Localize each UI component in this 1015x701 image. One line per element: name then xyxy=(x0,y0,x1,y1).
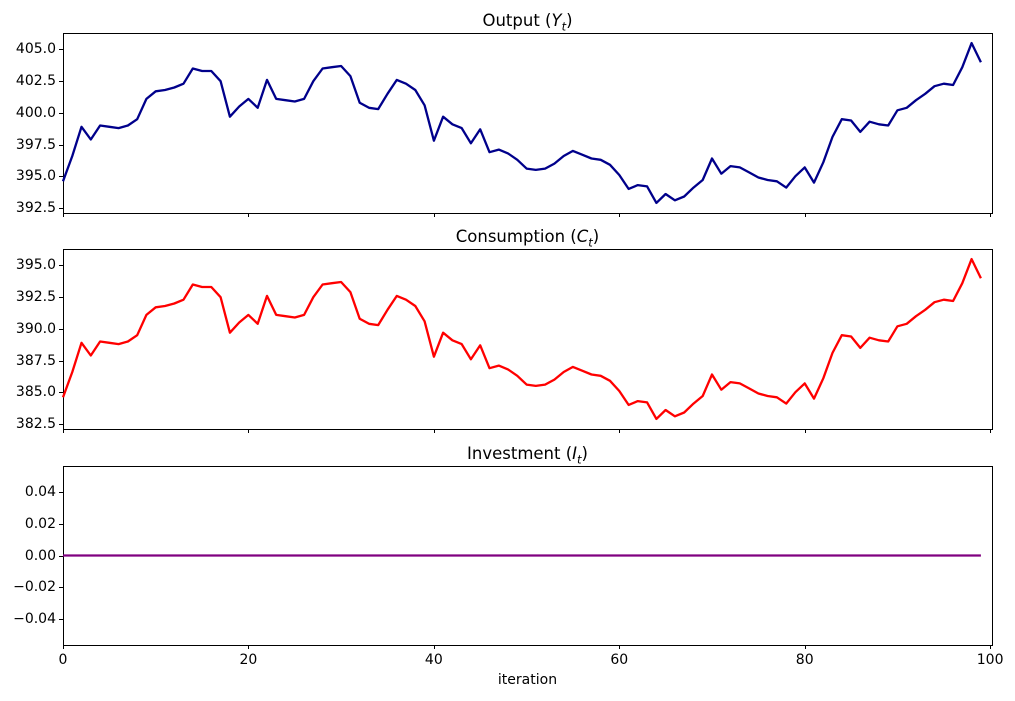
ytick-label: 397.5 xyxy=(15,136,56,153)
xtick-label: 0 xyxy=(58,652,68,668)
ytick-label: 395.0 xyxy=(15,168,56,185)
ytick-label: 0.02 xyxy=(24,515,56,532)
xtick-label: 20 xyxy=(239,652,258,668)
title-variable: I xyxy=(572,444,578,463)
ytick-label: 405.0 xyxy=(15,41,56,58)
ytick-label: 0.04 xyxy=(24,483,56,500)
ytick-label: 385.0 xyxy=(15,384,56,401)
xtick-label: 60 xyxy=(610,652,629,668)
ytick-label: 382.5 xyxy=(15,415,56,432)
ytick-label: 0.00 xyxy=(24,547,56,564)
ytick-label: −0.02 xyxy=(13,579,56,596)
title-subscript: t xyxy=(561,19,567,34)
ytick-label: 392.5 xyxy=(15,199,56,216)
axes-spines xyxy=(63,249,993,430)
title-subscript: t xyxy=(588,235,593,250)
ytick-label: 387.5 xyxy=(15,352,56,369)
title-variable: C xyxy=(576,227,589,246)
title-text: ) xyxy=(566,11,573,30)
ytick-label: −0.04 xyxy=(13,611,56,628)
axes-spines xyxy=(63,33,993,214)
ytick-label: 400.0 xyxy=(15,104,56,121)
output-series xyxy=(61,41,982,205)
title-variable: Y xyxy=(551,11,562,30)
consumption-plot-title: Consumption (Ct) xyxy=(63,227,992,252)
xtick-label: 40 xyxy=(424,652,443,668)
title-text: ) xyxy=(592,227,600,246)
ytick-label: 402.5 xyxy=(15,73,56,90)
ytick-label: 395.0 xyxy=(15,257,56,274)
ytick-label: 390.0 xyxy=(15,320,56,337)
xtick-label: 80 xyxy=(795,652,814,668)
output-plot-title: Output (Yt) xyxy=(63,11,992,36)
investment-plot-title: Investment (It) xyxy=(63,444,992,469)
consumption-series xyxy=(61,257,982,421)
ytick-label: 392.5 xyxy=(15,289,56,306)
title-text: Consumption ( xyxy=(455,227,577,246)
title-text: Investment ( xyxy=(467,444,573,463)
x-axis-label: iteration xyxy=(497,672,558,688)
title-text: ) xyxy=(581,444,588,463)
title-subscript: t xyxy=(577,452,582,467)
title-text: Output ( xyxy=(482,11,552,30)
xtick-label: 100 xyxy=(976,652,1004,668)
